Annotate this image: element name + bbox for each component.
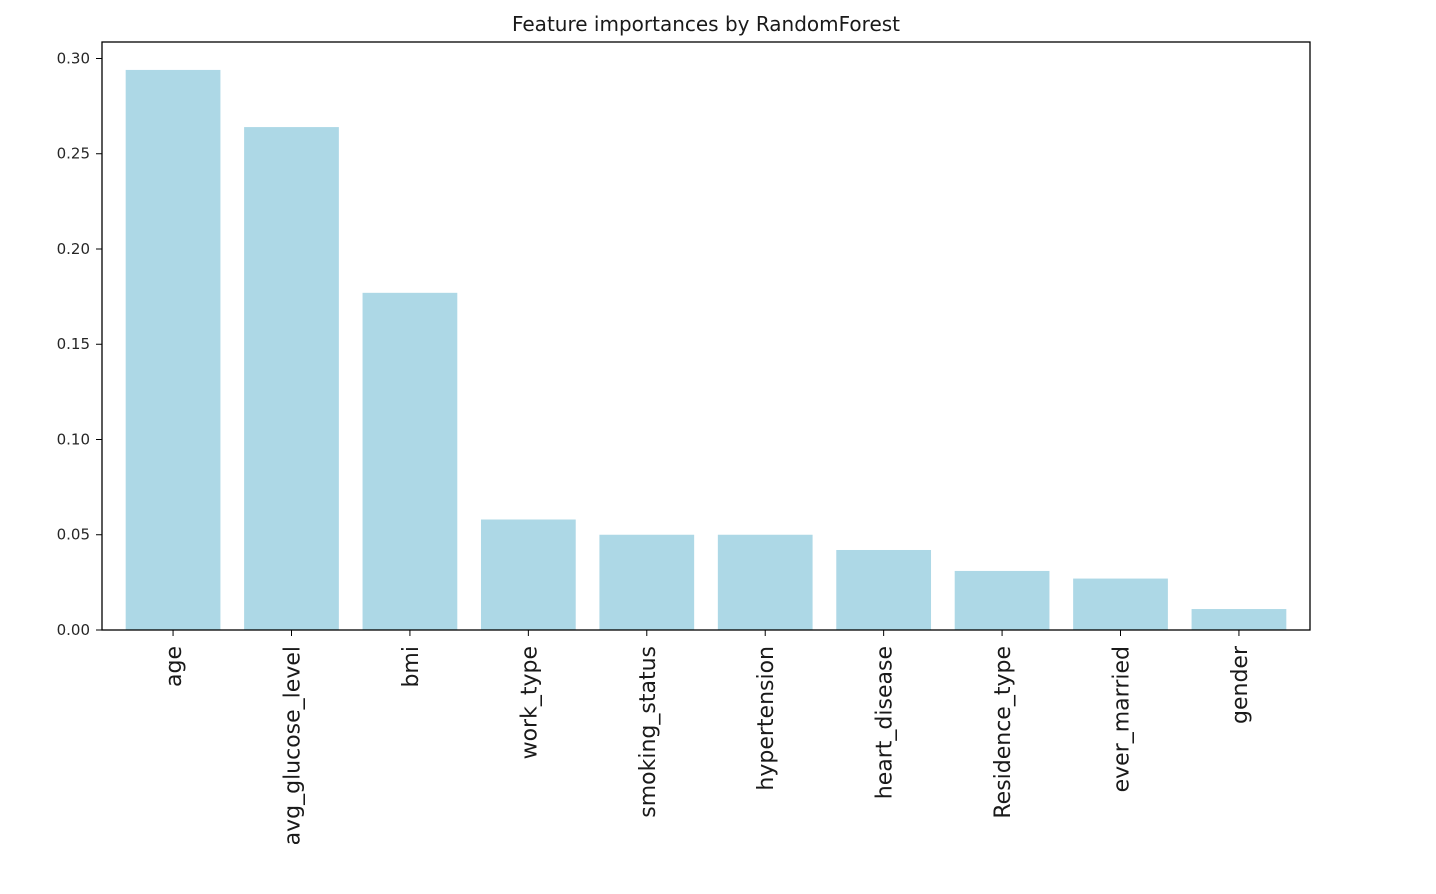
y-tick-label: 0.05 bbox=[57, 526, 90, 544]
bar-work-type bbox=[480, 519, 576, 630]
bar-bmi bbox=[362, 292, 458, 630]
y-tick-label: 0.30 bbox=[57, 49, 90, 67]
bar-smoking-status bbox=[599, 534, 695, 630]
bar-avg-glucose-level bbox=[244, 127, 339, 630]
x-tick-label: gender bbox=[1228, 645, 1253, 724]
plot-frame bbox=[101, 41, 1311, 631]
x-tick-label: work_type bbox=[517, 646, 542, 759]
y-tick-label: 0.20 bbox=[57, 240, 90, 258]
bars-group bbox=[125, 69, 1287, 630]
y-tick-label: 0.15 bbox=[57, 335, 90, 353]
y-tick-label: 0.25 bbox=[57, 145, 90, 163]
y-axis: 0.00 0.05 0.10 0.15 0.20 0.25 0.30 bbox=[57, 49, 102, 639]
x-tick-label: age bbox=[162, 646, 187, 687]
x-tick-label: Residence_type bbox=[991, 646, 1016, 819]
bar-age bbox=[125, 69, 221, 630]
y-tick-label: 0.00 bbox=[57, 621, 90, 639]
x-tick-label: avg_glucose_level bbox=[280, 646, 305, 845]
bar-heart-disease bbox=[836, 549, 932, 630]
bar-residence-type bbox=[954, 570, 1050, 630]
x-axis: age avg_glucose_level bmi work_type smoking_… bbox=[162, 630, 1253, 845]
bar-hypertension bbox=[717, 534, 813, 630]
chart-title: Feature importances by RandomForest bbox=[512, 12, 900, 36]
x-tick-label: smoking_status bbox=[636, 646, 661, 818]
bar-ever-married bbox=[1073, 578, 1168, 630]
x-tick-label: bmi bbox=[399, 646, 424, 688]
x-tick-label: heart_disease bbox=[873, 646, 898, 799]
bar-gender bbox=[1191, 609, 1287, 630]
x-tick-label: hypertension bbox=[754, 646, 779, 791]
y-tick-label: 0.10 bbox=[57, 430, 90, 448]
x-tick-label: ever_married bbox=[1110, 646, 1135, 792]
